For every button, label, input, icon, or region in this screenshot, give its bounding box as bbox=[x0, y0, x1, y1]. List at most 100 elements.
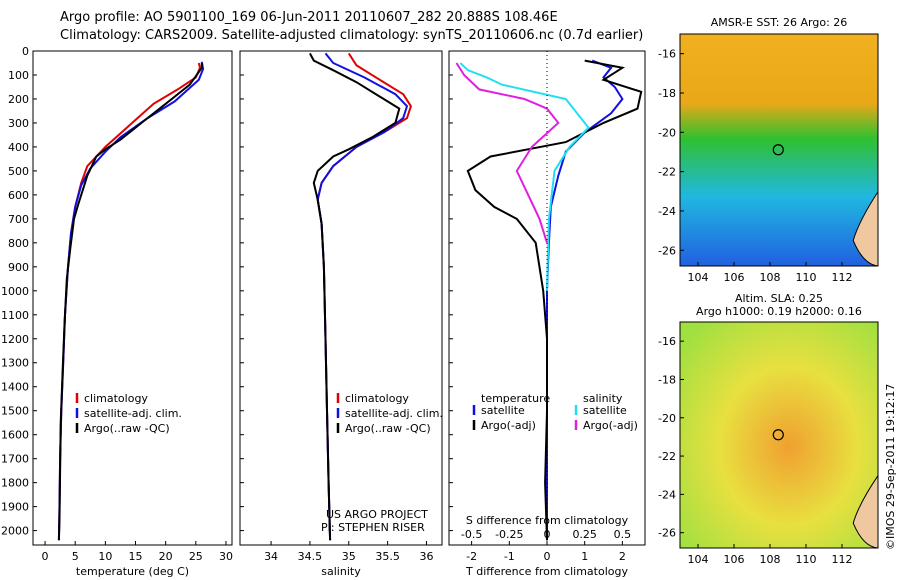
pi-annotation: PI: STEPHEN RISER bbox=[321, 521, 425, 534]
x-tick-label: -2 bbox=[466, 550, 477, 563]
map-y-tick-label: -22 bbox=[658, 166, 676, 179]
salinity-xlabel: salinity bbox=[321, 565, 361, 578]
coastline bbox=[852, 191, 879, 267]
legend-label: Argo(..raw -QC) bbox=[84, 422, 170, 435]
depth-tick-label: 2000 bbox=[1, 525, 29, 538]
x-tick-label: 34 bbox=[264, 550, 278, 563]
legend-heading-salinity: salinity bbox=[583, 392, 623, 405]
sst_map-frame bbox=[679, 33, 879, 267]
temperature-xlabel: temperature (deg C) bbox=[76, 565, 189, 578]
legend-label: satellite-adj. clim. bbox=[345, 407, 443, 420]
x-tick-label: 20 bbox=[159, 550, 173, 563]
x-tick-label: 5 bbox=[72, 550, 79, 563]
x-tick-label: 0 bbox=[544, 550, 551, 563]
argo-position-marker bbox=[772, 429, 784, 441]
depth-tick-label: 1800 bbox=[1, 477, 29, 490]
depth-tick-label: 1000 bbox=[1, 285, 29, 298]
legend-label: Argo(-adj) bbox=[481, 419, 536, 432]
series-line-climatology bbox=[316, 52, 412, 541]
legend-label: Argo(..raw -QC) bbox=[345, 422, 431, 435]
map-title: Argo h1000: 0.19 h2000: 0.16 bbox=[696, 305, 862, 318]
x-tick-label: 2 bbox=[619, 550, 626, 563]
depth-tick-label: 1700 bbox=[1, 453, 29, 466]
map-x-tick-label: 106 bbox=[724, 271, 745, 284]
legend-label: satellite bbox=[481, 404, 525, 417]
map-y-tick-label: -20 bbox=[658, 126, 676, 139]
depth-tick-label: 1600 bbox=[1, 429, 29, 442]
depth-tick-label: 700 bbox=[8, 213, 29, 226]
map-y-tick-label: -20 bbox=[658, 412, 676, 425]
depth-tick-label: 1400 bbox=[1, 381, 29, 394]
map-x-tick-label: 108 bbox=[760, 271, 781, 284]
map-title: AMSR-E SST: 26 Argo: 26 bbox=[711, 16, 848, 29]
series-line-satellite-adj-clim- bbox=[316, 52, 409, 541]
map-y-tick-label: -18 bbox=[658, 373, 676, 386]
project-annotation: US ARGO PROJECT bbox=[326, 508, 428, 521]
map-x-tick-label: 112 bbox=[832, 553, 853, 566]
x-tick-label: 34.5 bbox=[298, 550, 323, 563]
depth-tick-label: 100 bbox=[8, 69, 29, 82]
temperature-frame bbox=[32, 50, 233, 546]
series-line-t-argo-adj- bbox=[466, 59, 643, 541]
series-line-argo-raw-qc- bbox=[309, 52, 401, 541]
x-tick-label-top: 0.25 bbox=[572, 528, 597, 541]
x-tick-label-top: 0 bbox=[544, 528, 551, 541]
depth-tick-label: 1100 bbox=[1, 309, 29, 322]
map-y-tick-label: -16 bbox=[658, 335, 676, 348]
sla_map-field bbox=[680, 322, 878, 548]
x-tick-label: -1 bbox=[504, 550, 515, 563]
depth-tick-label: 400 bbox=[8, 141, 29, 154]
x-tick-label: 35.5 bbox=[375, 550, 400, 563]
depth-tick-label: 800 bbox=[8, 237, 29, 250]
legend-label: Argo(-adj) bbox=[583, 419, 638, 432]
x-tick-label: 1 bbox=[581, 550, 588, 563]
coastline bbox=[852, 475, 879, 549]
depth-tick-label: 1200 bbox=[1, 333, 29, 346]
map-y-tick-label: -26 bbox=[658, 527, 676, 540]
legend-label: climatology bbox=[84, 392, 148, 405]
x-tick-label-top: -0.5 bbox=[461, 528, 482, 541]
map-y-tick-label: -24 bbox=[658, 205, 676, 218]
map-y-tick-label: -26 bbox=[658, 244, 676, 257]
sla_map-frame bbox=[679, 321, 879, 549]
depth-tick-label: 1300 bbox=[1, 357, 29, 370]
sst_map-field bbox=[680, 34, 878, 266]
legend-label: satellite-adj. clim. bbox=[84, 407, 182, 420]
argo-position-marker bbox=[772, 144, 784, 156]
diff-xlabel-top: S difference from climatology bbox=[466, 514, 629, 527]
map-y-tick-label: -24 bbox=[658, 488, 676, 501]
map-y-tick-label: -22 bbox=[658, 450, 676, 463]
x-tick-label: 30 bbox=[219, 550, 233, 563]
depth-tick-label: 1900 bbox=[1, 501, 29, 514]
x-tick-label-top: -0.25 bbox=[495, 528, 523, 541]
depth-tick-label: 300 bbox=[8, 117, 29, 130]
chart-title-line2: Climatology: CARS2009. Satellite-adjuste… bbox=[60, 28, 644, 43]
legend-label: climatology bbox=[345, 392, 409, 405]
depth-tick-label: 200 bbox=[8, 93, 29, 106]
series-line-s-argo-adj- bbox=[455, 62, 560, 244]
depth-tick-label: 0 bbox=[22, 45, 29, 58]
map-x-tick-label: 110 bbox=[796, 553, 817, 566]
map-x-tick-label: 112 bbox=[832, 271, 853, 284]
chart-title-line1: Argo profile: AO 5901100_169 06-Jun-2011… bbox=[60, 10, 558, 25]
series-line-satellite-adj-clim- bbox=[57, 61, 205, 541]
map-title: Altim. SLA: 0.25 bbox=[735, 292, 823, 305]
map-y-tick-label: -16 bbox=[658, 48, 676, 61]
map-x-tick-label: 104 bbox=[688, 271, 709, 284]
map-x-tick-label: 106 bbox=[724, 553, 745, 566]
x-tick-label: 25 bbox=[189, 550, 203, 563]
salinity-frame bbox=[239, 50, 443, 546]
map-y-tick-label: -18 bbox=[658, 87, 676, 100]
map-x-tick-label: 108 bbox=[760, 553, 781, 566]
series-line-s-satellite bbox=[459, 62, 590, 291]
depth-tick-label: 600 bbox=[8, 189, 29, 202]
depth-tick-label: 1500 bbox=[1, 405, 29, 418]
legend-label: satellite bbox=[583, 404, 627, 417]
depth-tick-label: 500 bbox=[8, 165, 29, 178]
series-line-climatology bbox=[57, 62, 202, 541]
x-tick-label: 10 bbox=[98, 550, 112, 563]
legend-heading-temperature: temperature bbox=[481, 392, 550, 405]
credit-text-wrap: ©IMOS 29-Sep-2011 19:12:17 bbox=[884, 300, 898, 560]
x-tick-label: 0 bbox=[42, 550, 49, 563]
x-tick-label-top: 0.5 bbox=[614, 528, 632, 541]
